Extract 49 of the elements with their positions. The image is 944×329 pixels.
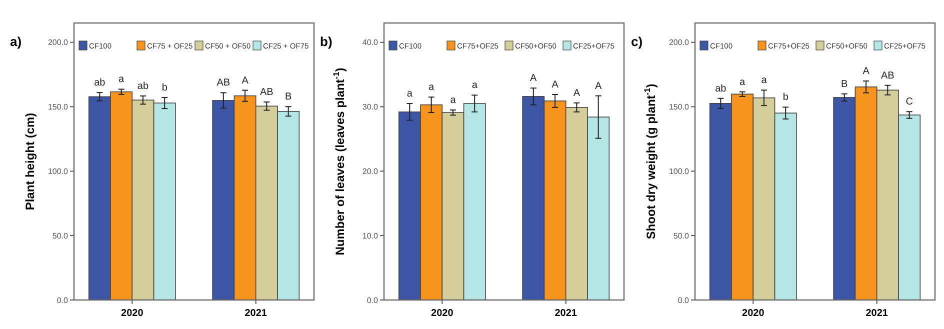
- data-label: ab: [137, 80, 149, 92]
- y-tick-label: 0.0: [678, 296, 690, 305]
- x-tick-label: 2020: [431, 308, 454, 319]
- data-label: AB: [881, 70, 895, 82]
- data-label: A: [530, 73, 538, 84]
- data-label: a: [472, 80, 478, 92]
- data-label: AB: [216, 78, 230, 89]
- y-tick-label: 150.0: [48, 102, 69, 112]
- x-tick-label: 2020: [121, 308, 144, 319]
- data-label: A: [573, 88, 580, 99]
- x-tick-label: 2020: [742, 308, 765, 319]
- data-label: a: [406, 88, 413, 100]
- x-tick-label: 2021: [244, 308, 268, 319]
- y-tick-label: 150.0: [668, 102, 690, 112]
- y-tick-label: 0.0: [366, 296, 379, 305]
- data-label: a: [761, 75, 768, 86]
- y-tick-label: 30.0: [362, 102, 379, 112]
- data-label: C: [906, 96, 913, 108]
- data-label: A: [242, 75, 249, 86]
- data-label: A: [862, 66, 870, 77]
- y-tick-label: 100.0: [48, 166, 69, 176]
- data-label: a: [740, 76, 746, 88]
- y-tick-label: 10.0: [362, 231, 379, 240]
- y-tick-label: 50.0: [52, 231, 69, 240]
- text: b): [320, 34, 332, 49]
- y-tick-label: 200.0: [48, 38, 69, 48]
- data-label: B: [284, 92, 292, 103]
- data-label: A: [594, 80, 602, 92]
- data-label: AB: [260, 86, 274, 98]
- data-label: a: [428, 82, 435, 94]
- y-tick-label: 0.0: [56, 296, 69, 305]
- data-label: b: [162, 82, 168, 94]
- text: a): [10, 34, 22, 49]
- x-tick-label: 2021: [866, 308, 888, 319]
- y-tick-label: 50.0: [673, 231, 690, 240]
- data-label: ab: [94, 78, 106, 89]
- y-tick-label: 200.0: [668, 38, 690, 48]
- data-label: B: [841, 78, 848, 90]
- y-axis-title: Plant height (cm): [23, 112, 37, 210]
- data-label: a: [118, 74, 125, 86]
- text: c): [631, 34, 643, 49]
- data-label: ab: [715, 83, 727, 94]
- data-label: A: [552, 80, 559, 91]
- y-tick-label: 20.0: [362, 166, 379, 176]
- data-label: a: [450, 94, 456, 106]
- y-tick-label: 40.0: [362, 38, 379, 48]
- x-tick-label: 2021: [554, 308, 578, 319]
- y-tick-label: 100.0: [668, 166, 690, 176]
- data-label: b: [782, 92, 789, 104]
